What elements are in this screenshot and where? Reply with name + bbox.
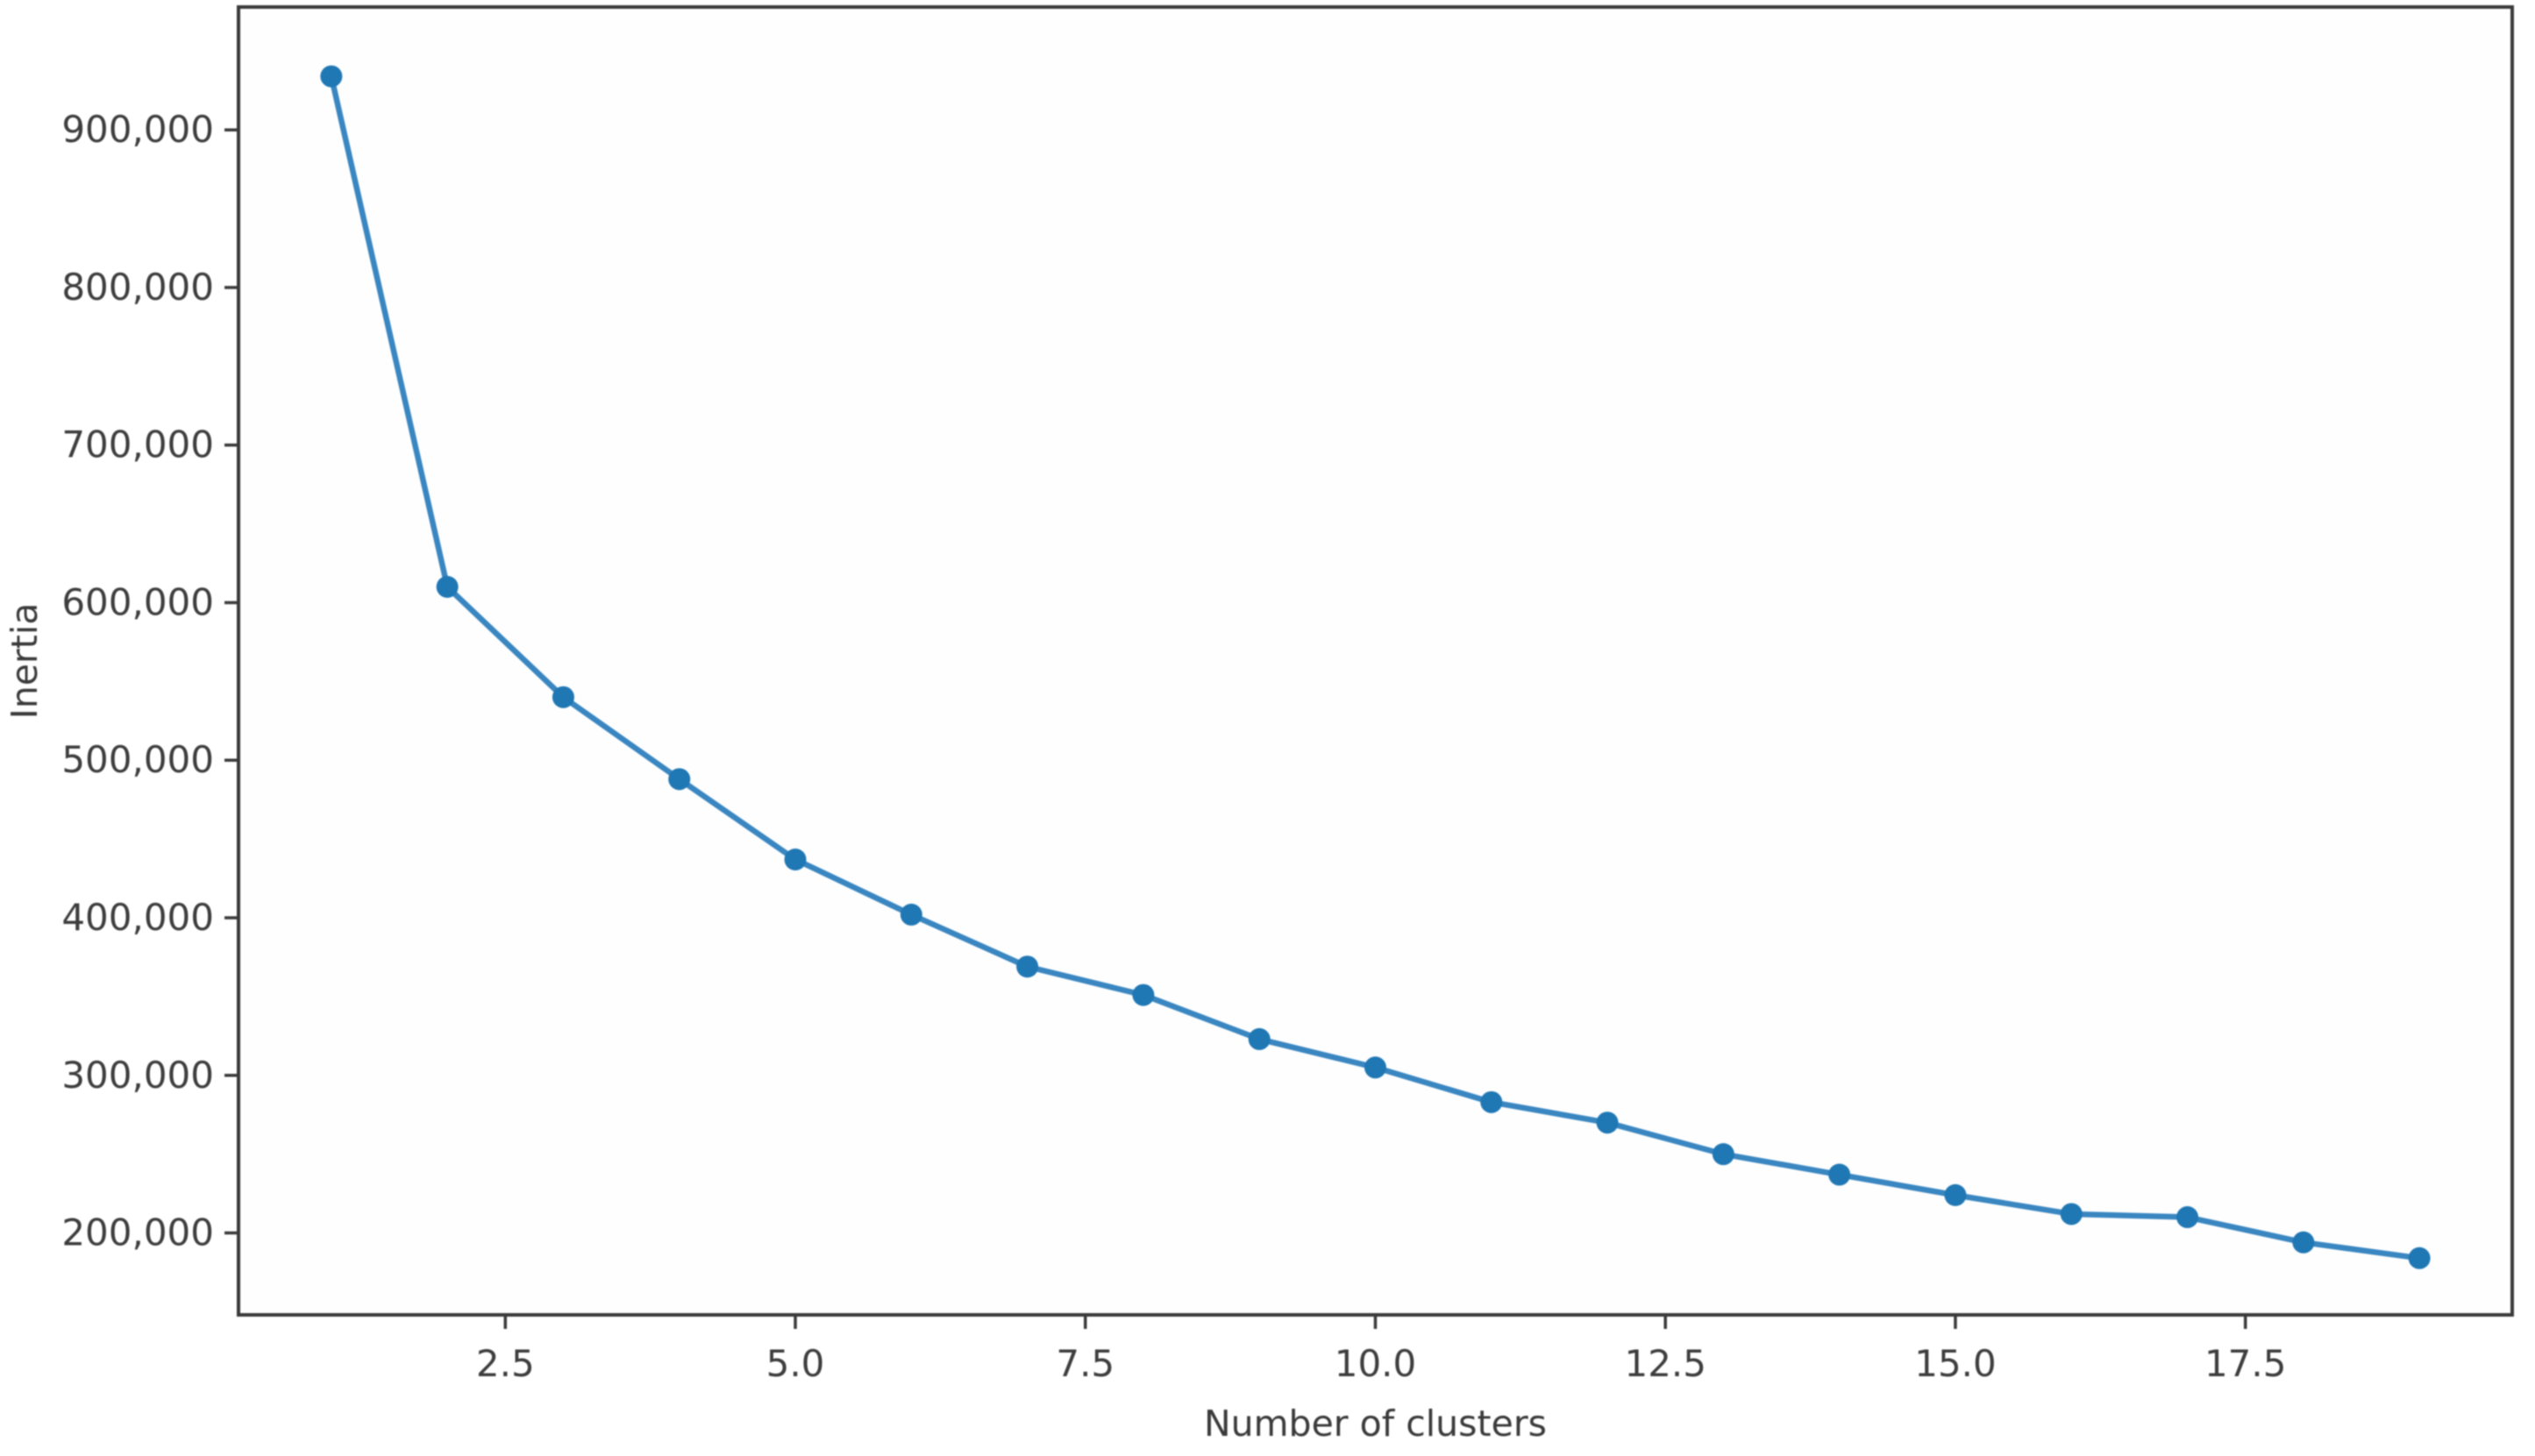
y-tick-label: 500,000: [61, 738, 214, 781]
data-point: [784, 848, 807, 870]
data-point: [1596, 1112, 1619, 1134]
data-point: [320, 65, 343, 88]
data-point: [2176, 1206, 2199, 1229]
data-point: [1132, 984, 1155, 1006]
y-tick-label: 800,000: [61, 266, 214, 309]
plot-area: [239, 7, 2512, 1315]
data-point: [2292, 1231, 2315, 1254]
y-tick-label: 600,000: [61, 580, 214, 623]
x-tick-label: 17.5: [2204, 1342, 2287, 1385]
x-tick-label: 7.5: [1056, 1342, 1114, 1385]
y-axis-label: Inertia: [4, 603, 46, 720]
data-point: [1364, 1056, 1386, 1079]
x-tick-label: 2.5: [476, 1342, 535, 1385]
data-point: [668, 768, 691, 791]
x-tick-label: 12.5: [1624, 1342, 1706, 1385]
data-point: [900, 903, 922, 926]
data-point: [1712, 1143, 1734, 1166]
data-point: [1828, 1163, 1851, 1186]
x-tick-label: 5.0: [766, 1342, 825, 1385]
data-point: [1944, 1183, 1967, 1206]
data-point: [436, 576, 459, 599]
data-point: [1480, 1090, 1503, 1113]
x-tick-label: 10.0: [1335, 1342, 1417, 1385]
data-point: [2408, 1246, 2431, 1269]
y-tick-label: 300,000: [61, 1054, 214, 1097]
y-tick-label: 900,000: [61, 108, 214, 151]
y-tick-label: 200,000: [61, 1211, 214, 1254]
x-axis-label: Number of clusters: [1204, 1403, 1547, 1445]
y-tick-label: 400,000: [61, 896, 214, 939]
y-tick-label: 700,000: [61, 423, 214, 466]
data-point: [1016, 955, 1039, 978]
data-point: [2060, 1203, 2083, 1225]
data-point: [552, 685, 574, 708]
x-tick-label: 15.0: [1914, 1342, 1997, 1385]
data-point: [1248, 1027, 1271, 1050]
